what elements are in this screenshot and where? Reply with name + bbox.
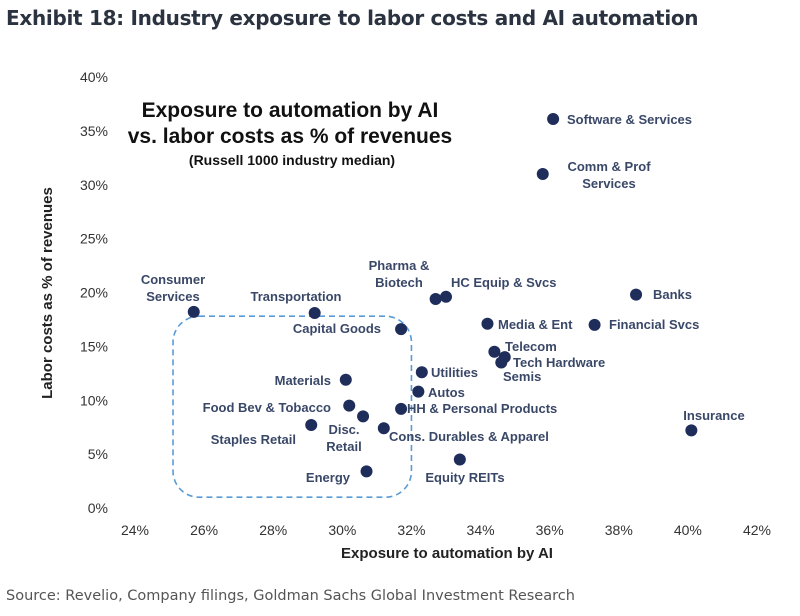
- data-point-group: Cons. Durables & Apparel: [377, 422, 549, 444]
- point-label: Cons. Durables & Apparel: [389, 429, 549, 444]
- point-label: Insurance: [683, 408, 744, 423]
- point-label: Consumer Services: [141, 272, 205, 304]
- chart-subtitle: (Russell 1000 industry median): [189, 152, 395, 168]
- data-point-group: Telecom: [488, 339, 557, 358]
- data-point-group: HC Equip & Svcs: [440, 275, 556, 303]
- data-point-group: Equity REITs: [425, 453, 505, 485]
- data-point-group: Utilities: [415, 365, 478, 380]
- data-point: [453, 453, 466, 466]
- point-label: Financial Svcs: [609, 317, 699, 332]
- y-tick-label: 15%: [80, 338, 108, 354]
- y-tick-label: 40%: [80, 69, 108, 85]
- y-tick-label: 5%: [88, 446, 108, 462]
- data-point-group: Insurance: [683, 408, 745, 437]
- chart-title-line2: vs. labor costs as % of revenues: [128, 125, 452, 148]
- y-tick-label: 35%: [80, 123, 108, 139]
- x-tick-label: 28%: [259, 522, 287, 538]
- point-label: Food Bev & Tobacco: [203, 400, 331, 415]
- data-point-group: Transportation: [250, 289, 342, 319]
- data-point: [481, 317, 494, 330]
- point-label: Banks: [653, 287, 692, 302]
- x-tick-label: 30%: [328, 522, 356, 538]
- point-label: Materials: [275, 373, 331, 388]
- data-point: [412, 385, 425, 398]
- point-label: Staples Retail: [211, 432, 296, 447]
- data-point: [630, 288, 643, 301]
- point-label: Utilities: [431, 365, 478, 380]
- data-point: [357, 410, 370, 423]
- data-point: [305, 419, 318, 432]
- point-label: Capital Goods: [293, 321, 381, 336]
- y-axis-label: Labor costs as % of revenues: [39, 187, 56, 399]
- data-point: [343, 399, 356, 412]
- point-label: Pharma & Biotech: [369, 258, 430, 290]
- point-label: Semis: [503, 369, 541, 384]
- point-label: Comm & Prof Services: [567, 159, 651, 191]
- data-point: [395, 323, 408, 336]
- data-point: [415, 366, 428, 379]
- data-point: [308, 306, 321, 319]
- data-point: [429, 292, 442, 305]
- data-point-group: Materials: [275, 373, 352, 388]
- data-point: [339, 373, 352, 386]
- data-point-group: Financial Svcs: [588, 317, 699, 332]
- data-point: [187, 305, 200, 318]
- y-tick-label: 10%: [80, 392, 108, 408]
- data-point-group: Media & Ent: [481, 317, 573, 332]
- y-tick-label: 25%: [80, 231, 108, 247]
- data-point: [588, 318, 601, 331]
- data-point-group: Staples Retail: [211, 419, 318, 447]
- data-point-group: Software & Services: [547, 112, 692, 127]
- point-label: Equity REITs: [425, 470, 504, 485]
- data-point-group: Comm & Prof Services: [536, 159, 651, 191]
- data-point-group: Semis: [495, 356, 541, 384]
- data-point-group: Food Bev & Tobacco: [203, 399, 356, 415]
- data-point: [547, 113, 560, 126]
- data-point: [377, 422, 390, 435]
- data-point-group: Disc. Retail: [326, 410, 370, 454]
- data-point: [495, 356, 508, 369]
- data-point: [360, 465, 373, 478]
- point-label: HH & Personal Products: [407, 401, 557, 416]
- point-label: Autos: [428, 385, 465, 400]
- x-tick-label: 34%: [467, 522, 495, 538]
- x-tick-label: 26%: [190, 522, 218, 538]
- x-tick-label: 32%: [397, 522, 425, 538]
- point-label: Tech Hardware: [513, 355, 605, 370]
- x-tick-label: 42%: [743, 522, 771, 538]
- point-label: HC Equip & Svcs: [451, 275, 556, 290]
- source-note: Source: Revelio, Company filings, Goldma…: [6, 588, 575, 604]
- data-point: [536, 167, 549, 180]
- data-point-group: HH & Personal Products: [395, 401, 557, 416]
- data-point-group: Pharma & Biotech: [369, 258, 442, 305]
- x-axis-label: Exposure to automation by AI: [341, 545, 553, 562]
- data-point-group: Banks: [630, 287, 692, 302]
- data-point-group: Capital Goods: [293, 321, 408, 336]
- point-label: Energy: [306, 470, 351, 485]
- y-tick-label: 20%: [80, 285, 108, 301]
- data-point: [440, 290, 452, 303]
- data-point: [488, 345, 501, 358]
- y-tick-label: 0%: [88, 500, 108, 516]
- x-tick-label: 38%: [605, 522, 633, 538]
- point-label: Software & Services: [567, 112, 692, 127]
- point-label: Telecom: [505, 339, 557, 354]
- point-label: Disc. Retail: [326, 422, 361, 454]
- data-point: [395, 402, 408, 415]
- data-point-group: Energy: [306, 465, 373, 485]
- data-point: [685, 424, 698, 437]
- point-label: Media & Ent: [498, 317, 573, 332]
- data-point-group: Autos: [412, 385, 465, 400]
- point-label: Transportation: [250, 289, 341, 304]
- x-tick-label: 24%: [121, 522, 149, 538]
- x-tick-label: 40%: [674, 522, 702, 538]
- chart-title: Exposure to automation by AI: [142, 99, 439, 122]
- y-tick-label: 30%: [80, 177, 108, 193]
- x-tick-label: 36%: [536, 522, 564, 538]
- highlight-box: [172, 315, 413, 499]
- exhibit-title: Exhibit 18: Industry exposure to labor c…: [6, 6, 699, 30]
- data-point-group: Consumer Services: [141, 272, 205, 318]
